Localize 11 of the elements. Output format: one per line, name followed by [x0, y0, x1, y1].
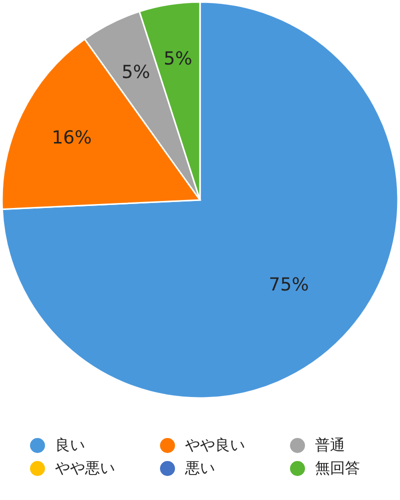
- data-label: 5%: [164, 48, 192, 70]
- legend-label: 普通: [315, 436, 345, 455]
- legend-label: やや良い: [185, 436, 245, 455]
- legend-label: 無回答: [315, 459, 360, 478]
- slice-label: 良い: [55, 436, 85, 455]
- legend-label: 悪い: [185, 459, 215, 478]
- data-label: 16%: [52, 127, 92, 148]
- data-label: 5%: [122, 62, 150, 84]
- data-label: 75%: [268, 274, 309, 296]
- pie-slice: [1, 1, 399, 399]
- legend-label: やや悪い: [55, 459, 115, 478]
